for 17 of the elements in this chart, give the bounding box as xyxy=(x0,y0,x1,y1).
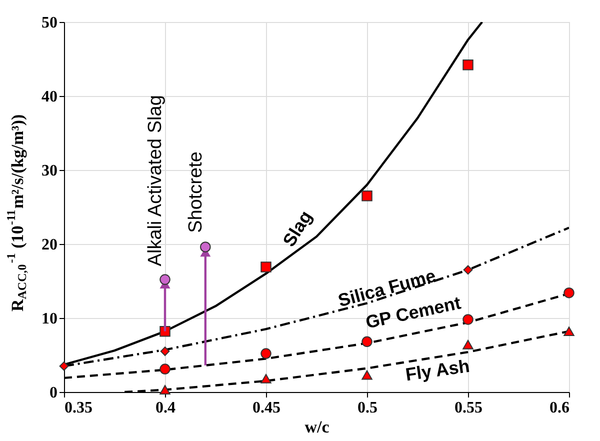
text: Fly Ash xyxy=(404,356,471,385)
x-tick-label: 0.55 xyxy=(454,400,482,416)
y-tick-label: 40 xyxy=(42,88,58,106)
x-tick-label: 0.5 xyxy=(358,400,378,416)
text: Shotcrete xyxy=(185,152,206,233)
x-tick-label: 0.35 xyxy=(64,400,92,416)
x-tick-label: 0.4 xyxy=(156,400,176,416)
y-axis-title: RACC,0-1 (10-11m²/s/(kg/m³)) xyxy=(4,114,29,312)
y-tick-label: 10 xyxy=(42,310,58,328)
x-axis-title: w/c xyxy=(304,418,330,436)
y-tick-label: 30 xyxy=(42,162,58,180)
text: Alkali Activated Slag xyxy=(144,95,166,266)
y-tick-label: 50 xyxy=(42,14,58,32)
x-tick-label: 0.45 xyxy=(252,400,280,416)
y-tick-label: 0 xyxy=(50,384,58,402)
y-tick-label: 20 xyxy=(42,236,58,254)
x-tick-label: 0.6 xyxy=(550,400,570,416)
